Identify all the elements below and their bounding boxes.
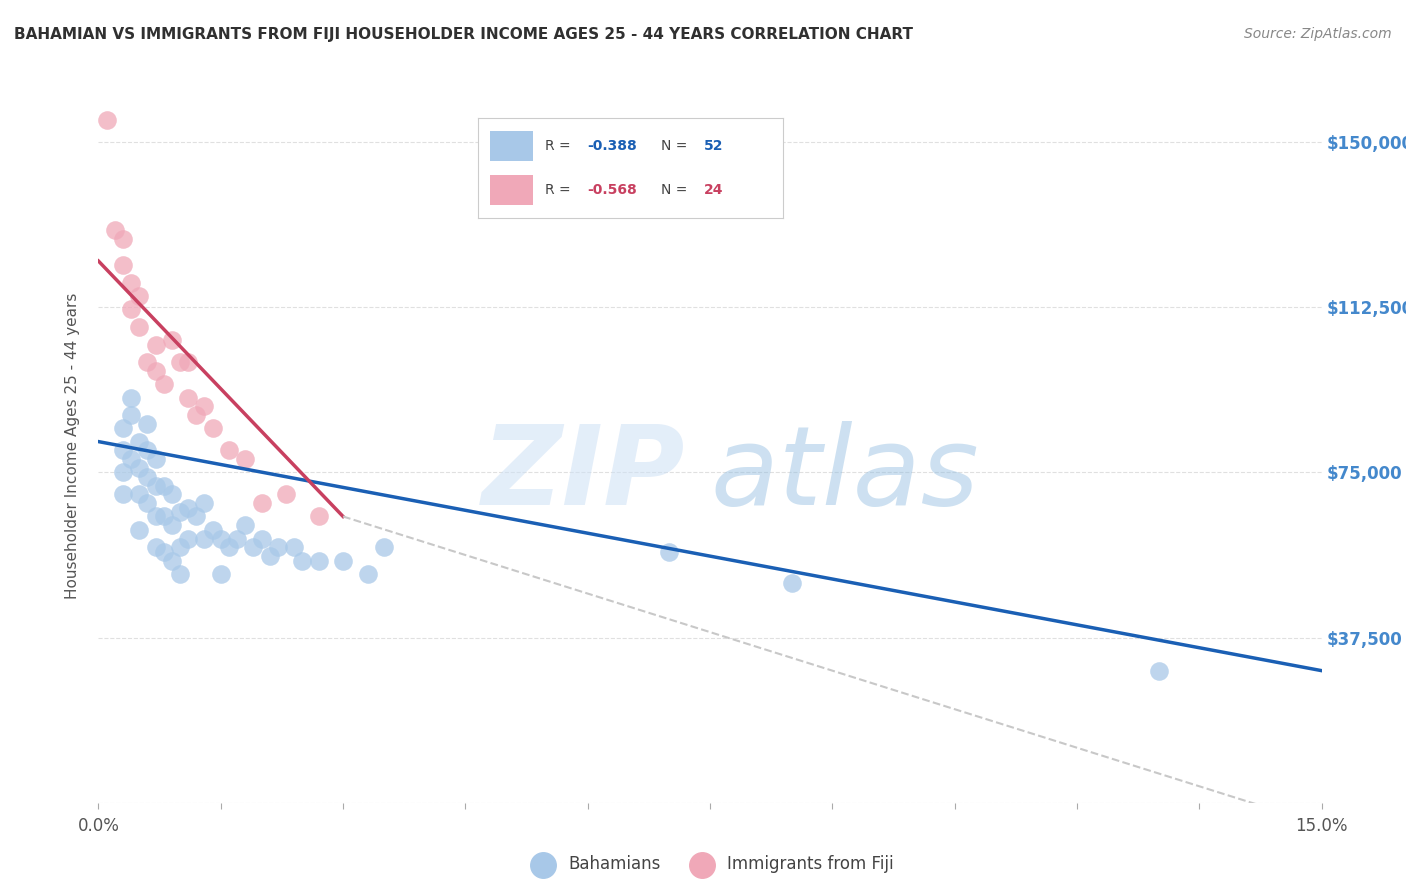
- Point: [120, 452, 142, 467]
- Point: [152, 545, 174, 559]
- Point: [308, 509, 330, 524]
- Point: [128, 320, 150, 334]
- Point: [152, 377, 174, 392]
- Point: [96, 113, 118, 128]
- Point: [145, 337, 167, 351]
- Point: [283, 541, 305, 555]
- Point: [111, 487, 134, 501]
- Point: [373, 541, 395, 555]
- Point: [209, 566, 232, 581]
- Point: [780, 575, 803, 590]
- Point: [193, 496, 215, 510]
- Point: [136, 443, 159, 458]
- Point: [128, 523, 150, 537]
- Point: [193, 400, 215, 414]
- Point: [111, 421, 134, 435]
- Point: [201, 523, 224, 537]
- Point: [233, 452, 256, 467]
- Point: [226, 532, 249, 546]
- Point: [267, 541, 290, 555]
- Point: [177, 500, 200, 515]
- Point: [308, 553, 330, 567]
- Point: [128, 289, 150, 303]
- Point: [111, 232, 134, 246]
- Point: [209, 532, 232, 546]
- Point: [136, 355, 159, 369]
- Point: [169, 541, 191, 555]
- Text: atlas: atlas: [710, 421, 979, 528]
- Point: [201, 421, 224, 435]
- Point: [145, 541, 167, 555]
- Point: [145, 509, 167, 524]
- Point: [111, 259, 134, 273]
- Point: [169, 505, 191, 519]
- Text: ZIP: ZIP: [482, 421, 686, 528]
- Point: [177, 532, 200, 546]
- Point: [218, 541, 240, 555]
- Point: [145, 364, 167, 378]
- Point: [145, 452, 167, 467]
- Text: BAHAMIAN VS IMMIGRANTS FROM FIJI HOUSEHOLDER INCOME AGES 25 - 44 YEARS CORRELATI: BAHAMIAN VS IMMIGRANTS FROM FIJI HOUSEHO…: [14, 27, 912, 42]
- Point: [160, 518, 183, 533]
- Point: [128, 461, 150, 475]
- Y-axis label: Householder Income Ages 25 - 44 years: Householder Income Ages 25 - 44 years: [65, 293, 80, 599]
- Point: [136, 470, 159, 484]
- Point: [136, 417, 159, 431]
- Point: [193, 532, 215, 546]
- Point: [177, 355, 200, 369]
- Point: [1147, 664, 1170, 678]
- Point: [152, 478, 174, 492]
- Point: [218, 443, 240, 458]
- Legend: Bahamians, Immigrants from Fiji: Bahamians, Immigrants from Fiji: [520, 849, 900, 880]
- Point: [259, 549, 281, 563]
- Point: [136, 496, 159, 510]
- Point: [104, 223, 127, 237]
- Point: [152, 509, 174, 524]
- Point: [145, 478, 167, 492]
- Point: [128, 487, 150, 501]
- Point: [160, 333, 183, 347]
- Point: [274, 487, 297, 501]
- Point: [186, 408, 208, 422]
- Point: [128, 434, 150, 449]
- Point: [356, 566, 378, 581]
- Point: [120, 408, 142, 422]
- Point: [291, 553, 314, 567]
- Point: [169, 355, 191, 369]
- Text: Source: ZipAtlas.com: Source: ZipAtlas.com: [1244, 27, 1392, 41]
- Point: [169, 566, 191, 581]
- Point: [120, 302, 142, 317]
- Point: [160, 553, 183, 567]
- Point: [177, 391, 200, 405]
- Point: [250, 496, 273, 510]
- Point: [332, 553, 354, 567]
- Point: [658, 545, 681, 559]
- Point: [242, 541, 264, 555]
- Point: [250, 532, 273, 546]
- Point: [111, 443, 134, 458]
- Point: [186, 509, 208, 524]
- Point: [160, 487, 183, 501]
- Point: [111, 466, 134, 480]
- Point: [120, 391, 142, 405]
- Point: [120, 276, 142, 290]
- Point: [233, 518, 256, 533]
